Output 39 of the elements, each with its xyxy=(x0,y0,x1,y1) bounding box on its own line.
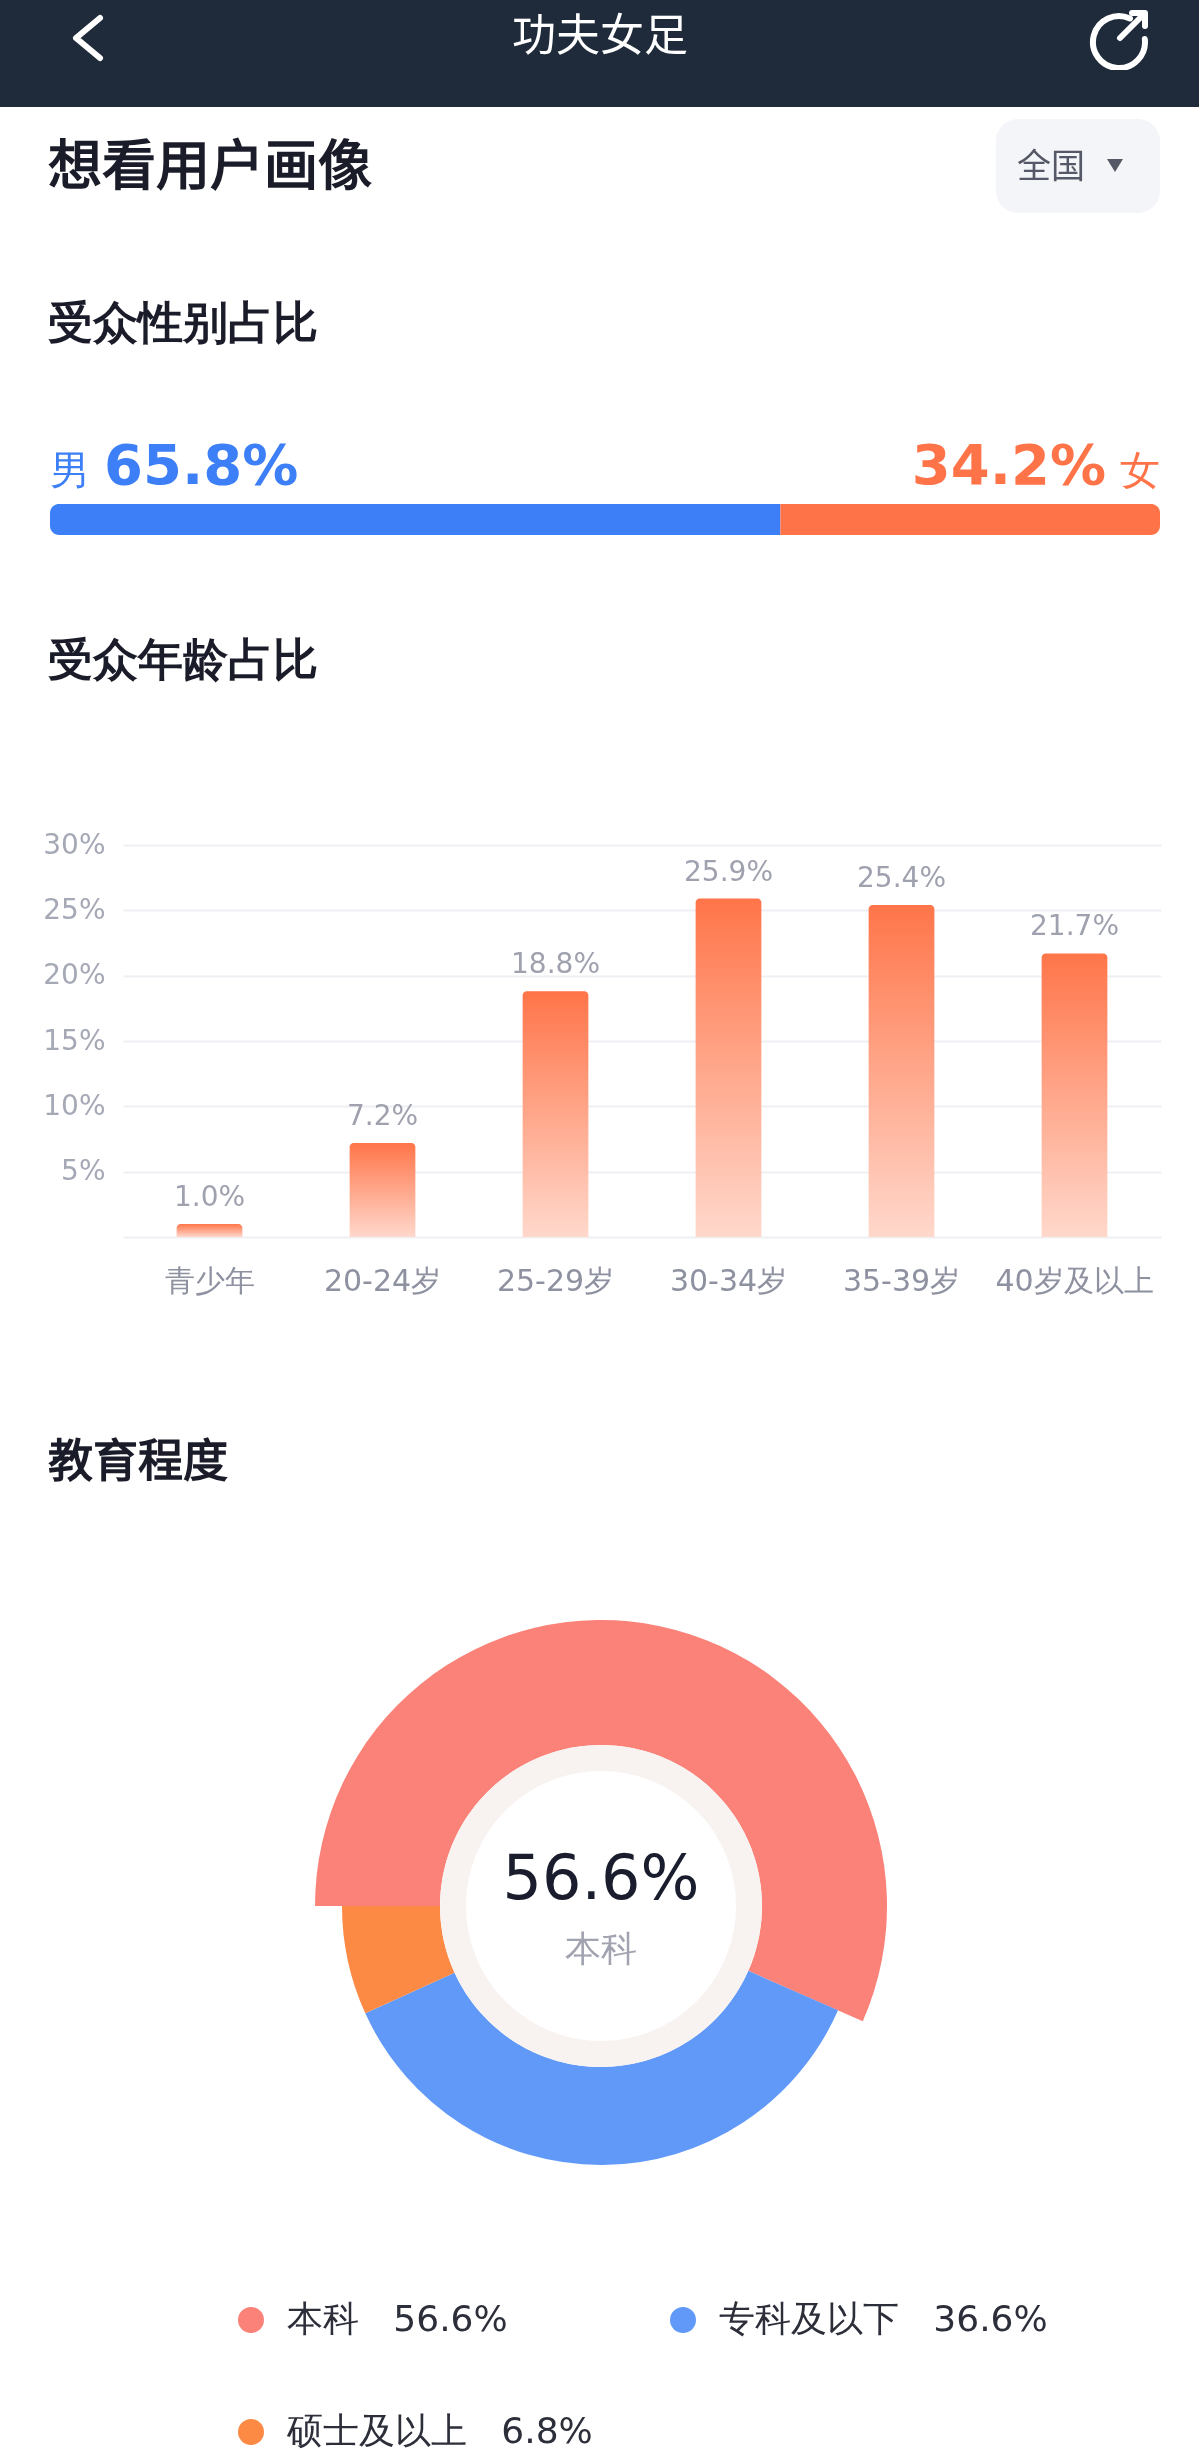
bar xyxy=(868,905,935,1237)
y-tick-label: 30% xyxy=(43,827,106,861)
bar xyxy=(1041,953,1108,1237)
data-label: 56.6% xyxy=(502,1841,700,1914)
x-tick-label: 40岁及以上 xyxy=(995,1262,1154,1298)
legend-label: 专科及以下 36.6% xyxy=(719,2298,1048,2339)
bar xyxy=(176,1223,243,1237)
data-label: 21.7% xyxy=(1030,909,1119,943)
bar xyxy=(522,991,589,1237)
data-label: 18.8% xyxy=(511,947,600,981)
data-label: 1.0% xyxy=(173,1179,246,1213)
x-tick-label: 25-29岁 xyxy=(496,1262,615,1298)
x-tick-label: 20-24岁 xyxy=(323,1262,442,1298)
series-label: 男 xyxy=(50,446,90,493)
bar xyxy=(695,898,762,1237)
text: 功夫女足 xyxy=(511,10,689,62)
dropdown: 全国 xyxy=(996,119,1160,213)
category-label: 本科 56.6% xyxy=(287,2298,508,2339)
y-tick-label: 15% xyxy=(43,1023,106,1057)
y-tick-label: 5% xyxy=(61,1154,106,1188)
series-label: 女 xyxy=(1120,446,1160,493)
x-tick-label: 青少年 xyxy=(164,1262,255,1298)
data-label: 65.8% xyxy=(104,431,299,497)
slice-label: 本科 xyxy=(565,1928,637,1969)
y-tick-label: 25% xyxy=(43,892,106,926)
data-label: 7.2% xyxy=(346,1098,419,1132)
y-tick-label: 10% xyxy=(43,1088,106,1122)
data-label: 25.9% xyxy=(684,854,773,888)
y-tick-label: 20% xyxy=(43,958,106,992)
data-label: 34.2% xyxy=(911,431,1106,497)
legend-label: 硕士及以上 6.8% xyxy=(286,2410,593,2451)
chart-title: 受众性别占比 xyxy=(48,295,318,349)
text: 想看用户画像 xyxy=(48,134,372,200)
x-tick-label: 35-39岁 xyxy=(842,1262,961,1298)
chart-title: 受众年龄占比 xyxy=(48,633,318,686)
chart-title: 教育程度 xyxy=(48,1435,228,1488)
x-tick-label: 30-34岁 xyxy=(669,1262,788,1298)
data-label: 25.4% xyxy=(857,861,946,895)
bar xyxy=(349,1142,416,1237)
